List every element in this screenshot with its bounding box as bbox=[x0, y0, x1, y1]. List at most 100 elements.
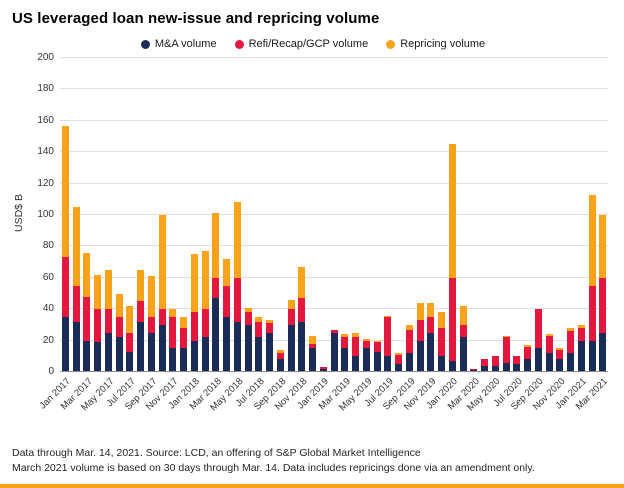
x-labels: Jan 2017 Mar 2017 May 2017 Jul 2017 Sep 2017… bbox=[38, 372, 611, 444]
bar-slot bbox=[135, 58, 146, 372]
y-tick-label: 0 bbox=[48, 366, 54, 377]
bar-slot bbox=[103, 58, 114, 372]
bar-segment bbox=[459, 306, 467, 325]
bar-segment bbox=[330, 329, 338, 333]
bar-segment bbox=[115, 317, 123, 338]
bar-segment bbox=[599, 332, 607, 372]
bar-segment bbox=[190, 254, 198, 313]
stacked-bar bbox=[416, 58, 424, 372]
bar-segment bbox=[201, 309, 209, 338]
stacked-bar bbox=[72, 58, 80, 372]
stacked-bar bbox=[309, 58, 317, 372]
bar-slot bbox=[318, 58, 329, 372]
bar-segment bbox=[362, 340, 370, 349]
stacked-bar bbox=[362, 58, 370, 372]
grid-line bbox=[60, 182, 608, 184]
bar-segment bbox=[115, 337, 123, 372]
bar-segment bbox=[190, 312, 198, 341]
bar-segment bbox=[309, 335, 317, 344]
y-tick-label: 200 bbox=[37, 52, 54, 63]
y-tick-label: 180 bbox=[37, 83, 54, 95]
stacked-bar bbox=[158, 58, 166, 372]
bar-segment bbox=[309, 343, 317, 349]
bar-slot bbox=[565, 58, 576, 372]
bar-segment bbox=[577, 324, 585, 329]
bar-slot bbox=[576, 58, 587, 372]
bar-segment bbox=[416, 320, 424, 341]
bar-segment bbox=[513, 356, 521, 365]
bar-segment bbox=[524, 345, 532, 347]
bar-segment bbox=[577, 328, 585, 341]
bar-segment bbox=[233, 202, 241, 278]
bar-slot bbox=[71, 58, 82, 372]
bar-segment bbox=[599, 277, 607, 333]
bar-slot bbox=[254, 58, 265, 372]
stacked-bar bbox=[287, 58, 295, 372]
bar-slot bbox=[469, 58, 480, 372]
y-axis-title: USD$ B bbox=[13, 194, 25, 232]
stacked-bar bbox=[524, 58, 532, 372]
stacked-bar bbox=[212, 58, 220, 372]
bar-segment bbox=[147, 317, 155, 333]
bar-slot bbox=[307, 58, 318, 372]
bar-slot bbox=[264, 58, 275, 372]
stacked-bar bbox=[266, 58, 274, 372]
bar-slot bbox=[125, 58, 136, 372]
bar-segment bbox=[276, 359, 284, 372]
bar-slot bbox=[168, 58, 179, 372]
bar-segment bbox=[567, 328, 575, 332]
bar-segment bbox=[180, 317, 188, 329]
bar-slot bbox=[82, 58, 93, 372]
stacked-bar bbox=[556, 58, 564, 372]
bar-segment bbox=[266, 332, 274, 372]
bar-slot bbox=[297, 58, 308, 372]
bar-segment bbox=[491, 365, 499, 372]
bar-segment bbox=[352, 332, 360, 338]
bar-segment bbox=[201, 251, 209, 310]
bar-segment bbox=[502, 337, 510, 363]
bar-segment bbox=[362, 339, 370, 341]
bar-segment bbox=[180, 328, 188, 349]
brand-accent-bar bbox=[0, 484, 624, 488]
bar-segment bbox=[94, 342, 102, 372]
bar-segment bbox=[341, 348, 349, 372]
bar-slot bbox=[490, 58, 501, 372]
stacked-bar bbox=[190, 58, 198, 372]
bar-segment bbox=[448, 361, 456, 372]
bar-segment bbox=[362, 348, 370, 372]
bar-segment bbox=[61, 125, 69, 258]
bar-segment bbox=[577, 340, 585, 372]
bar-slot bbox=[598, 58, 609, 372]
bar-segment bbox=[427, 302, 435, 318]
bar-segment bbox=[147, 276, 155, 318]
bar-slot bbox=[189, 58, 200, 372]
bar-slot bbox=[501, 58, 512, 372]
bar-slot bbox=[275, 58, 286, 372]
legend: M&A volume Refi/Recap/GCP volume Repricing… bbox=[12, 36, 614, 52]
stacked-bar bbox=[94, 58, 102, 372]
bar-segment bbox=[599, 215, 607, 278]
bar-slot bbox=[436, 58, 447, 372]
stacked-bar bbox=[395, 58, 403, 372]
stacked-bar bbox=[223, 58, 231, 372]
stacked-bar bbox=[147, 58, 155, 372]
legend-dot-icon bbox=[140, 39, 150, 49]
bar-slot bbox=[178, 58, 189, 372]
bar-slot bbox=[146, 58, 157, 372]
chart: USD$ B 0 20 40 60 80 100 120 140 160 180 200 Jan 2… bbox=[12, 52, 612, 444]
bar-segment bbox=[524, 359, 532, 372]
bar-slot bbox=[458, 58, 469, 372]
bar-segment bbox=[104, 269, 112, 310]
stacked-bar bbox=[244, 58, 252, 372]
stacked-bar bbox=[577, 58, 585, 372]
grid-line bbox=[60, 214, 608, 215]
stacked-bar bbox=[567, 58, 575, 372]
bar-segment bbox=[137, 321, 145, 372]
bar-segment bbox=[481, 359, 489, 366]
bar-segment bbox=[126, 306, 134, 333]
bar-slot bbox=[211, 58, 222, 372]
grid-line bbox=[60, 57, 608, 58]
bar-segment bbox=[373, 340, 381, 343]
bar-segment bbox=[244, 324, 252, 372]
stacked-bar bbox=[115, 58, 123, 372]
